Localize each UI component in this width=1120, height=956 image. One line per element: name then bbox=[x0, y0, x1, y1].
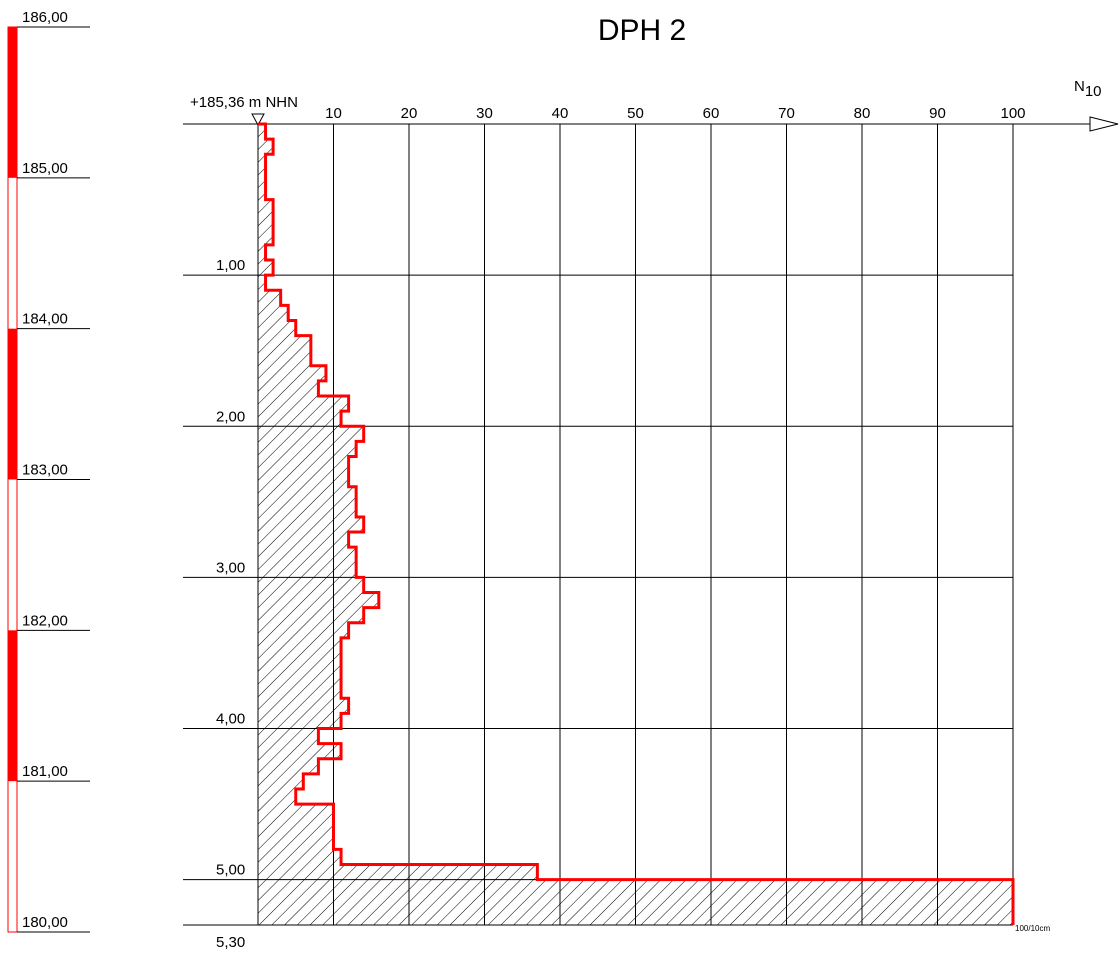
elevation-tick-label: 183,00 bbox=[22, 462, 68, 479]
x-tick-label: 90 bbox=[929, 105, 946, 122]
final-depth-label: 5,30 bbox=[216, 934, 245, 951]
x-tick-label: 80 bbox=[854, 105, 871, 122]
elevation-band bbox=[8, 328, 17, 480]
x-axis-name-main: N bbox=[1074, 78, 1085, 95]
start-marker bbox=[251, 113, 265, 127]
x-tick-label: 100 bbox=[1000, 105, 1025, 122]
chart-title: DPH 2 bbox=[598, 14, 686, 47]
start-elevation-label: +185,36 m NHN bbox=[190, 94, 298, 111]
elevation-tick-label: 184,00 bbox=[22, 311, 68, 328]
elevation-tick-label: 186,00 bbox=[22, 9, 68, 26]
elevation-tick-label: 181,00 bbox=[22, 763, 68, 780]
profile-outline bbox=[258, 122, 1015, 925]
depth-tick-label: 5,00 bbox=[216, 862, 245, 879]
elevation-tick-label: 180,00 bbox=[22, 914, 68, 931]
x-tick-label: 50 bbox=[627, 105, 644, 122]
x-tick-label: 20 bbox=[401, 105, 418, 122]
elevation-bar: 186,00 185,00 184,00 183,00 182,00 181,00 180,… bbox=[7, 9, 90, 933]
x-axis-arrow bbox=[1089, 116, 1119, 132]
elevation-tick-label: 182,00 bbox=[22, 612, 68, 629]
end-note: 100/10cm bbox=[1015, 924, 1050, 933]
x-tick-label: 30 bbox=[476, 105, 493, 122]
x-axis-name: N10 bbox=[1074, 78, 1102, 100]
x-tick-label: 40 bbox=[552, 105, 569, 122]
x-tick-label: 10 bbox=[325, 105, 342, 122]
depth-tick-label: 1,00 bbox=[216, 257, 245, 274]
depth-tick-label: 4,00 bbox=[216, 711, 245, 728]
x-axis-name-sub: 10 bbox=[1085, 83, 1102, 100]
axis-labels: 10 20 30 40 50 60 70 80 90 100 1,00 2,00 3,00 4,00 5,0… bbox=[216, 105, 1026, 879]
x-tick-label: 60 bbox=[703, 105, 720, 122]
depth-tick-label: 3,00 bbox=[216, 559, 245, 576]
penetration-profile bbox=[258, 122, 1015, 925]
x-tick-label: 70 bbox=[778, 105, 795, 122]
elevation-band bbox=[8, 27, 17, 178]
elevation-band bbox=[8, 630, 17, 782]
depth-tick-label: 2,00 bbox=[216, 408, 245, 425]
elevation-tick-label: 185,00 bbox=[22, 160, 68, 177]
